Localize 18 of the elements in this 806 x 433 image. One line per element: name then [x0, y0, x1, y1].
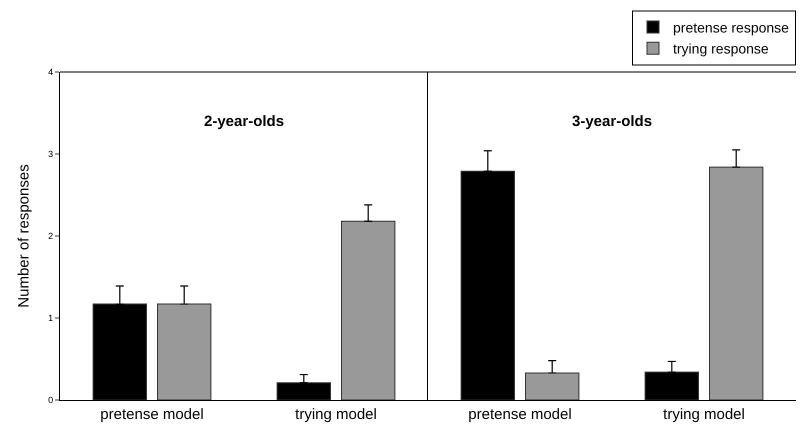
y-tick-label: 1	[48, 313, 54, 324]
bar	[341, 220, 396, 400]
bar	[525, 372, 580, 400]
x-tick-label: pretense model	[100, 406, 204, 423]
legend-label: trying response	[673, 40, 769, 57]
y-tick-label: 4	[48, 67, 54, 78]
annotation: 2-year-olds	[204, 113, 284, 130]
x-tick-label: trying model	[295, 406, 377, 423]
bar	[157, 304, 212, 400]
y-axis-title: Number of responses	[15, 164, 32, 308]
y-tick-label: 3	[48, 149, 54, 160]
y-tick-label: 2	[48, 231, 54, 242]
x-tick-label: pretense model	[468, 406, 572, 423]
annotation: 3-year-olds	[572, 113, 652, 130]
x-tick-label: trying model	[663, 406, 745, 423]
legend-label: pretense response	[673, 20, 790, 36]
y-tick-label: 0	[48, 395, 54, 406]
bar	[709, 166, 764, 400]
